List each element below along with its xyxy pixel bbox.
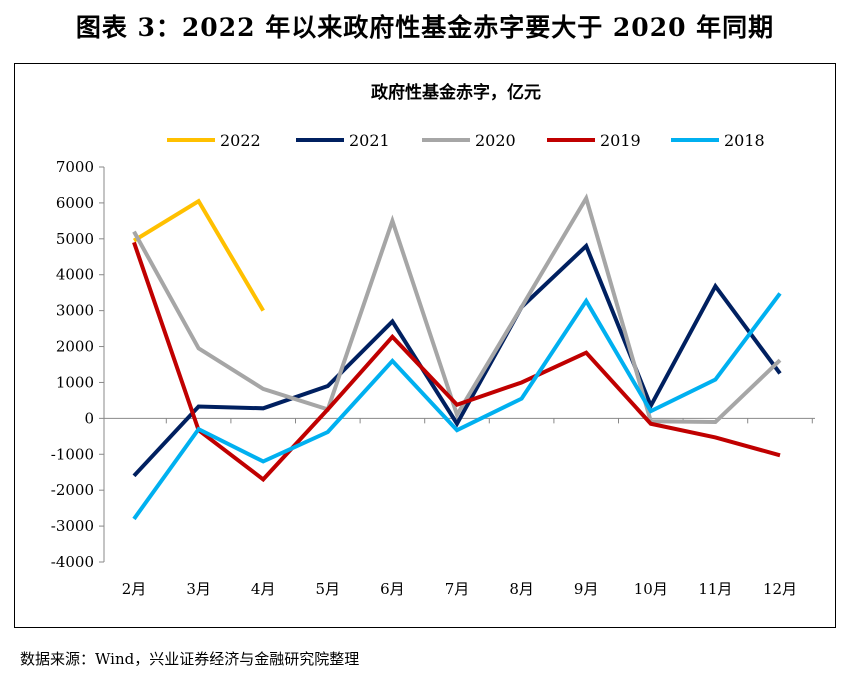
x-tick-label: 2月 bbox=[122, 580, 147, 598]
series-line-2020 bbox=[132, 193, 782, 424]
x-tick-label: 6月 bbox=[380, 580, 405, 598]
x-axis: 2月 3月 4月 5月 6月 7月 8月 9月 10月 11月 12月 bbox=[104, 417, 815, 598]
y-tick-label: 5000 bbox=[56, 230, 94, 248]
y-tick-label: 0 bbox=[84, 409, 94, 427]
y-axis: 7000 6000 5000 4000 3000 2000 1000 0 -1000 -2000 -… bbox=[51, 158, 105, 571]
legend-label-2022: 2022 bbox=[220, 131, 261, 150]
series-line-2021 bbox=[132, 242, 782, 478]
y-tick-label: 1000 bbox=[56, 373, 94, 391]
x-tick-label: 3月 bbox=[186, 580, 211, 598]
chart-frame: 政府性基金赤字，亿元 2022 2021 2020 2019 2018 7000 6000… bbox=[14, 63, 836, 628]
y-tick-label: -1000 bbox=[51, 445, 94, 463]
y-tick-label: 2000 bbox=[56, 338, 94, 356]
figure-title: 图表 3：2022 年以来政府性基金赤字要大于 2020 年同期 bbox=[75, 13, 775, 42]
series-line-2019 bbox=[132, 241, 781, 483]
x-tick-label: 10月 bbox=[634, 580, 668, 598]
y-tick-label: 4000 bbox=[56, 266, 94, 284]
x-tick-label: 11月 bbox=[698, 580, 732, 598]
y-tick-label: 6000 bbox=[56, 194, 94, 212]
series-group bbox=[132, 193, 782, 521]
x-tick-label: 8月 bbox=[509, 580, 534, 598]
x-tick-label: 5月 bbox=[316, 580, 341, 598]
series-line-2022 bbox=[132, 198, 265, 312]
x-tick-label: 9月 bbox=[574, 580, 599, 598]
legend-label-2018: 2018 bbox=[724, 131, 765, 150]
x-tick-label: 12月 bbox=[763, 580, 797, 598]
y-tick-label: -2000 bbox=[51, 481, 94, 499]
source-note: 数据来源：Wind，兴业证券经济与金融研究院整理 bbox=[20, 650, 360, 668]
y-tick-label: -3000 bbox=[51, 517, 94, 535]
legend-label-2020: 2020 bbox=[475, 131, 516, 150]
legend: 2022 2021 2020 2019 2018 bbox=[167, 131, 765, 150]
y-tick-label: 3000 bbox=[56, 302, 94, 320]
legend-label-2019: 2019 bbox=[600, 131, 641, 150]
y-tick-label: 7000 bbox=[56, 158, 94, 176]
series-line-2018 bbox=[132, 292, 782, 521]
y-tick-label: -4000 bbox=[51, 553, 94, 571]
legend-label-2021: 2021 bbox=[349, 131, 390, 150]
x-tick-label: 7月 bbox=[445, 580, 470, 598]
x-tick-label: 4月 bbox=[251, 580, 276, 598]
chart-title: 政府性基金赤字，亿元 bbox=[371, 82, 541, 103]
line-chart: 政府性基金赤字，亿元 2022 2021 2020 2019 2018 7000 6000… bbox=[51, 82, 815, 598]
